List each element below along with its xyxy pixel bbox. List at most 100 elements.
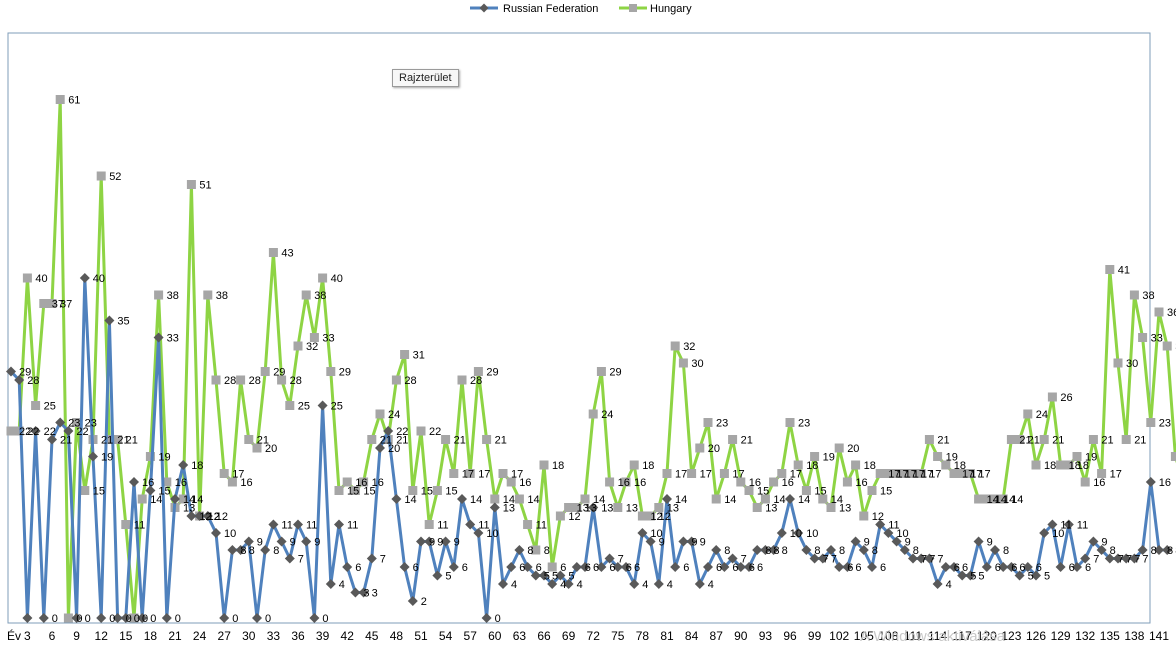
data-point-hungary[interactable] [178, 494, 188, 504]
data-point-hungary[interactable] [449, 469, 459, 478]
data-point-russia[interactable] [629, 579, 640, 589]
data-point-russia[interactable] [1096, 545, 1107, 555]
data-point-hungary[interactable] [892, 469, 902, 478]
data-point-russia[interactable] [506, 562, 517, 572]
data-point-russia[interactable] [768, 545, 779, 555]
data-point-russia[interactable] [342, 562, 353, 572]
data-point-hungary[interactable] [375, 409, 385, 419]
data-point-russia[interactable] [990, 545, 1000, 555]
data-point-hungary[interactable] [785, 418, 795, 427]
data-point-hungary[interactable] [39, 299, 49, 308]
data-point-russia[interactable] [957, 570, 968, 581]
data-point-russia[interactable] [71, 613, 82, 623]
data-point-russia[interactable] [309, 613, 320, 623]
data-point-hungary[interactable] [6, 426, 16, 436]
data-point-russia[interactable] [571, 562, 582, 572]
data-point-russia[interactable] [407, 596, 418, 606]
data-point-russia[interactable] [145, 485, 156, 496]
data-point-hungary[interactable] [465, 469, 475, 478]
data-point-russia[interactable] [153, 332, 164, 343]
data-point-russia[interactable] [711, 545, 722, 555]
data-point-russia[interactable] [1088, 536, 1099, 547]
data-point-russia[interactable] [1063, 519, 1074, 530]
data-point-russia[interactable] [940, 562, 951, 572]
data-point-hungary[interactable] [1072, 452, 1082, 461]
data-point-russia[interactable] [227, 545, 238, 555]
data-point-hungary[interactable] [318, 273, 328, 283]
data-point-hungary[interactable] [842, 477, 852, 487]
data-point-hungary[interactable] [96, 171, 106, 181]
data-point-hungary[interactable] [1088, 435, 1098, 444]
data-point-russia[interactable] [161, 613, 172, 623]
data-point-russia[interactable] [1047, 519, 1058, 530]
data-point-hungary[interactable] [506, 477, 516, 487]
data-point-hungary[interactable] [129, 613, 139, 623]
data-point-russia[interactable] [670, 562, 681, 572]
data-point-hungary[interactable] [408, 486, 418, 495]
data-point-russia[interactable] [637, 528, 648, 538]
data-point-russia[interactable] [1145, 477, 1156, 487]
data-point-russia[interactable] [350, 587, 361, 598]
data-point-hungary[interactable] [949, 469, 959, 478]
data-point-russia[interactable] [178, 460, 189, 470]
data-point-russia[interactable] [399, 562, 410, 572]
data-point-hungary[interactable] [211, 375, 221, 385]
data-point-russia[interactable] [317, 400, 328, 411]
data-point-hungary[interactable] [1056, 460, 1066, 470]
data-point-hungary[interactable] [359, 477, 369, 487]
data-point-hungary[interactable] [1146, 418, 1156, 427]
data-point-russia[interactable] [834, 562, 845, 572]
data-point-russia[interactable] [908, 553, 918, 564]
data-point-hungary[interactable] [104, 435, 114, 444]
data-point-hungary[interactable] [588, 409, 598, 419]
data-point-russia[interactable] [883, 528, 894, 538]
data-point-russia[interactable] [416, 536, 426, 547]
data-point-russia[interactable] [129, 477, 139, 487]
data-point-hungary[interactable] [514, 494, 524, 504]
data-point-hungary[interactable] [309, 333, 319, 342]
data-point-russia[interactable] [735, 562, 746, 572]
data-point-hungary[interactable] [908, 469, 918, 478]
data-point-hungary[interactable] [113, 435, 123, 444]
data-point-russia[interactable] [47, 434, 57, 445]
data-point-russia[interactable] [530, 570, 541, 581]
data-point-russia[interactable] [1121, 553, 1132, 564]
data-point-hungary[interactable] [810, 452, 820, 461]
data-point-hungary[interactable] [1162, 341, 1172, 351]
data-point-russia[interactable] [79, 273, 90, 283]
data-point-hungary[interactable] [555, 511, 565, 521]
data-point-hungary[interactable] [154, 290, 164, 300]
data-point-russia[interactable] [440, 536, 451, 547]
data-point-hungary[interactable] [867, 486, 877, 495]
data-point-russia[interactable] [383, 426, 394, 436]
data-point-russia[interactable] [391, 494, 402, 504]
data-point-hungary[interactable] [277, 375, 287, 385]
data-point-russia[interactable] [366, 553, 377, 564]
data-point-hungary[interactable] [334, 486, 344, 495]
data-point-hungary[interactable] [244, 435, 254, 444]
data-point-hungary[interactable] [547, 562, 557, 572]
data-point-russia[interactable] [719, 562, 730, 572]
data-point-russia[interactable] [924, 553, 935, 564]
data-point-hungary[interactable] [473, 367, 483, 376]
data-point-hungary[interactable] [1170, 452, 1176, 461]
data-point-hungary[interactable] [900, 469, 910, 478]
data-point-hungary[interactable] [834, 443, 844, 453]
data-point-russia[interactable] [432, 570, 443, 581]
data-point-hungary[interactable] [1154, 307, 1164, 317]
data-point-russia[interactable] [276, 536, 287, 547]
data-point-russia[interactable] [112, 613, 123, 623]
data-point-russia[interactable] [1022, 562, 1033, 572]
data-point-russia[interactable] [727, 553, 738, 564]
data-point-hungary[interactable] [596, 367, 606, 376]
data-point-russia[interactable] [563, 579, 574, 589]
data-point-hungary[interactable] [662, 469, 672, 478]
data-point-hungary[interactable] [457, 375, 467, 385]
data-point-hungary[interactable] [744, 486, 754, 495]
data-point-hungary[interactable] [990, 494, 1000, 504]
data-point-russia[interactable] [1137, 545, 1148, 555]
data-point-hungary[interactable] [678, 358, 688, 368]
data-point-russia[interactable] [1162, 545, 1173, 555]
data-point-hungary[interactable] [1047, 392, 1057, 402]
data-point-hungary[interactable] [760, 494, 770, 504]
